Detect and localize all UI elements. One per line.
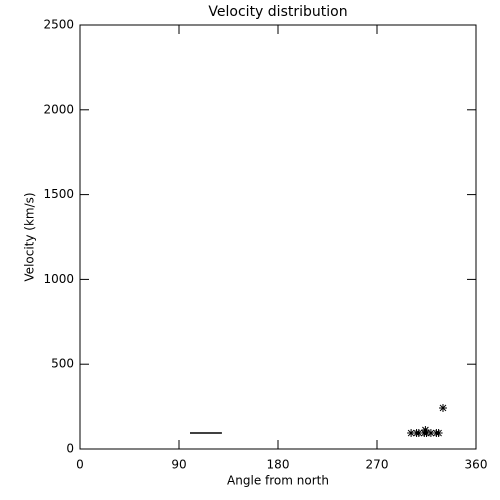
- x-tick-label: 180: [267, 458, 290, 472]
- y-tick-label: 0: [66, 442, 74, 456]
- x-tick-label: 90: [171, 458, 186, 472]
- y-tick-label: 2500: [43, 18, 74, 32]
- y-tick-label: 1500: [43, 187, 74, 201]
- y-tick-label: 500: [51, 357, 74, 371]
- asterisk-point: [434, 429, 443, 438]
- chart-title: Velocity distribution: [208, 4, 347, 20]
- y-tick-label: 1000: [43, 272, 74, 286]
- asterisk-point: [439, 403, 447, 412]
- asterisk-point: [414, 429, 423, 438]
- x-axis-label: Angle from north: [227, 474, 329, 488]
- x-tick-label: 0: [76, 458, 84, 472]
- asterisk-point: [422, 429, 431, 438]
- x-tick-label: 270: [366, 458, 389, 472]
- y-tick-label: 2000: [43, 102, 74, 116]
- asterisk-point: [407, 429, 416, 438]
- asterisk-point: [421, 426, 430, 435]
- x-tick-label: 360: [465, 458, 488, 472]
- plot-frame: [79, 24, 477, 450]
- y-axis-label: Velocity (km/s): [23, 192, 37, 281]
- asterisk-point: [426, 429, 435, 438]
